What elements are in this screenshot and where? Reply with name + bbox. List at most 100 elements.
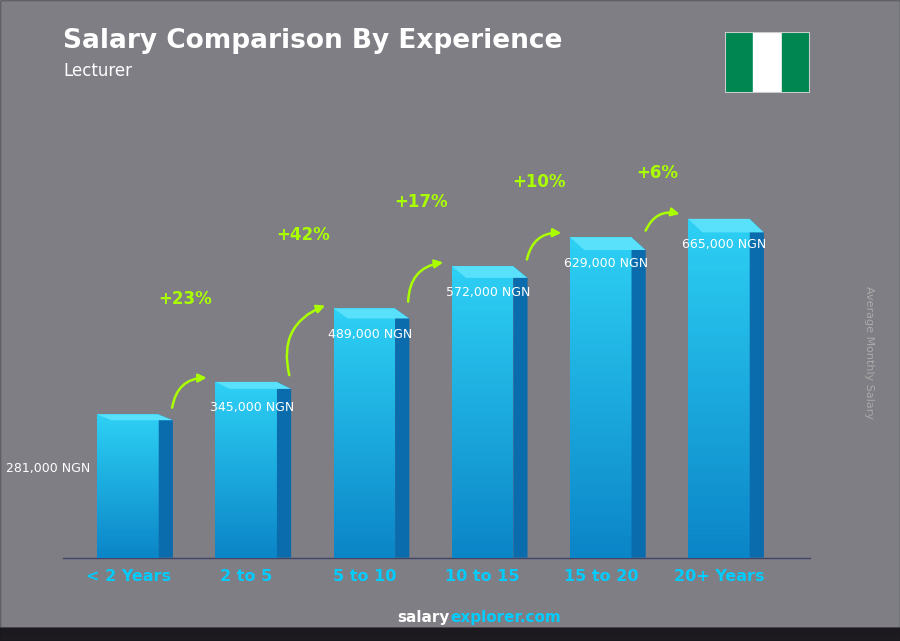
Bar xyxy=(97,512,158,515)
Bar xyxy=(452,397,513,403)
Bar xyxy=(452,417,513,422)
Bar xyxy=(0,631,900,637)
Bar xyxy=(97,462,158,465)
Bar xyxy=(452,290,513,296)
Bar xyxy=(452,402,513,407)
Bar xyxy=(97,495,158,498)
Bar xyxy=(570,269,632,274)
Bar xyxy=(215,472,277,476)
Bar xyxy=(97,481,158,484)
Bar xyxy=(215,390,277,394)
Bar xyxy=(688,478,750,484)
Bar xyxy=(452,485,513,490)
Bar xyxy=(0,629,900,636)
Bar xyxy=(688,326,750,332)
Bar xyxy=(334,391,395,395)
Bar xyxy=(97,433,158,436)
Bar xyxy=(0,629,900,636)
Bar xyxy=(215,476,277,479)
Bar xyxy=(0,631,900,637)
Bar xyxy=(97,483,158,486)
Polygon shape xyxy=(688,219,764,233)
Text: explorer.com: explorer.com xyxy=(450,610,561,625)
Bar xyxy=(452,378,513,383)
Bar xyxy=(97,457,158,460)
Bar xyxy=(452,543,513,548)
Bar xyxy=(688,297,750,304)
Polygon shape xyxy=(158,415,173,558)
Bar xyxy=(452,460,513,465)
Bar xyxy=(97,531,158,534)
Bar xyxy=(215,449,277,452)
Bar xyxy=(215,426,277,429)
Bar xyxy=(97,465,158,467)
Bar xyxy=(0,633,900,639)
Bar xyxy=(215,420,277,423)
Bar xyxy=(0,632,900,638)
Bar xyxy=(0,633,900,639)
Bar xyxy=(215,414,277,417)
Bar xyxy=(0,630,900,637)
Bar xyxy=(215,411,277,414)
Bar xyxy=(334,516,395,520)
Bar xyxy=(334,466,395,470)
Bar xyxy=(334,362,395,367)
Bar xyxy=(334,524,395,529)
Bar xyxy=(688,444,750,451)
Bar xyxy=(452,494,513,499)
Bar xyxy=(570,317,632,322)
Bar xyxy=(334,408,395,412)
Bar xyxy=(97,436,158,438)
Bar xyxy=(452,538,513,543)
Bar xyxy=(688,506,750,513)
Bar xyxy=(0,629,900,635)
Bar xyxy=(334,337,395,342)
Bar xyxy=(0,632,900,638)
Bar xyxy=(0,629,900,636)
Bar xyxy=(570,253,632,258)
Bar xyxy=(688,281,750,287)
Bar xyxy=(334,549,395,554)
Bar xyxy=(215,478,277,481)
Bar xyxy=(688,309,750,315)
Bar xyxy=(97,414,158,417)
Bar xyxy=(334,495,395,499)
Bar xyxy=(97,424,158,426)
Bar xyxy=(0,633,900,640)
Bar xyxy=(0,634,900,640)
Bar xyxy=(570,542,632,547)
Bar xyxy=(570,520,632,526)
Bar xyxy=(215,408,277,411)
Bar xyxy=(215,422,277,426)
Bar xyxy=(452,353,513,358)
Bar xyxy=(570,279,632,285)
Bar xyxy=(570,451,632,456)
Bar xyxy=(97,474,158,476)
Bar xyxy=(452,445,513,451)
Bar xyxy=(452,285,513,290)
Bar xyxy=(452,310,513,315)
Bar xyxy=(0,631,900,637)
Bar xyxy=(0,630,900,637)
Bar xyxy=(570,397,632,403)
Bar xyxy=(0,633,900,640)
Bar xyxy=(452,421,513,426)
Text: 489,000 NGN: 489,000 NGN xyxy=(328,328,412,341)
Bar xyxy=(334,320,395,325)
Bar xyxy=(97,455,158,458)
Bar xyxy=(452,383,513,388)
Bar xyxy=(0,633,900,640)
Bar xyxy=(97,515,158,517)
Bar xyxy=(215,540,277,543)
Bar xyxy=(97,551,158,553)
Bar xyxy=(0,631,900,638)
Bar xyxy=(688,472,750,479)
Bar xyxy=(0,631,900,637)
Bar xyxy=(688,320,750,326)
Bar xyxy=(0,631,900,638)
Bar xyxy=(215,499,277,502)
Bar xyxy=(0,629,900,636)
Bar xyxy=(570,344,632,349)
Bar xyxy=(215,481,277,485)
Bar xyxy=(0,629,900,636)
